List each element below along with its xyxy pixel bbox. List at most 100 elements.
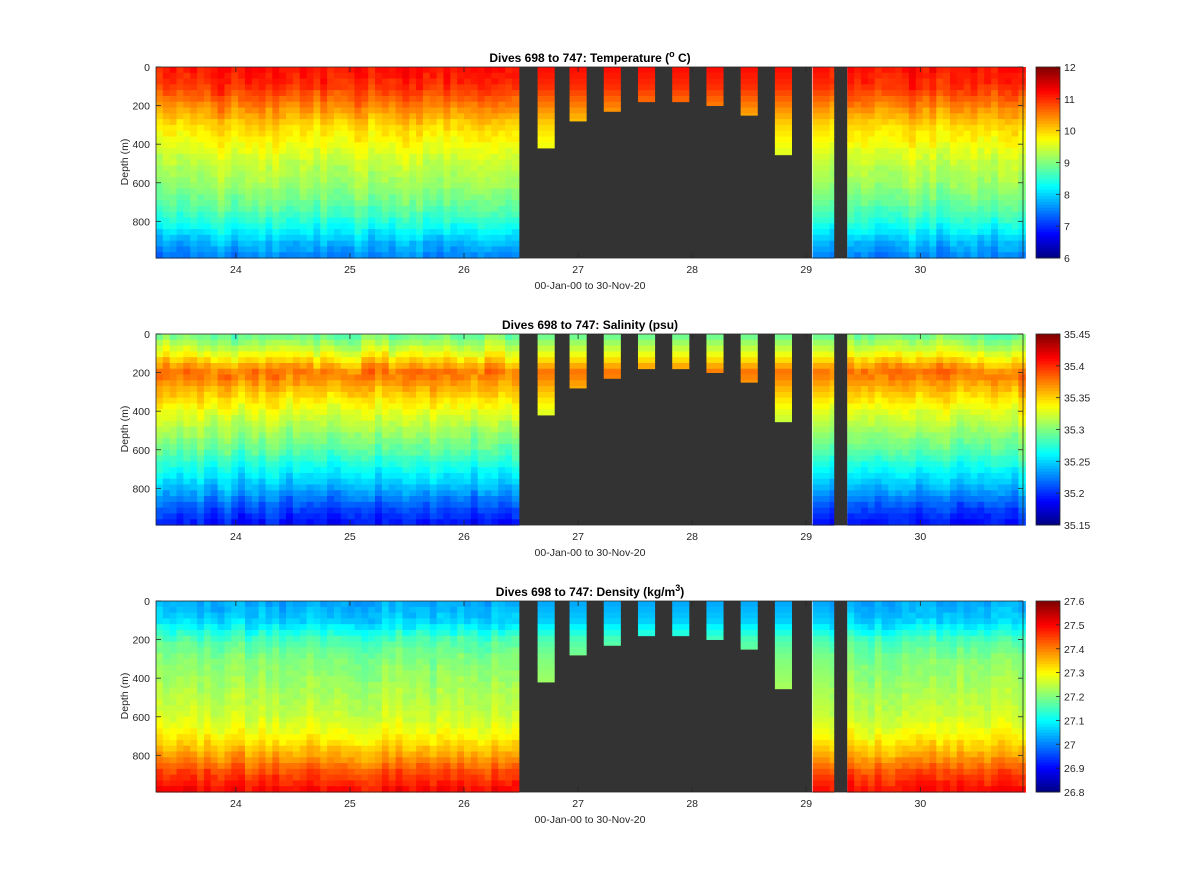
data-cell (511, 101, 520, 109)
data-cell (190, 357, 198, 364)
data-cell (881, 95, 889, 103)
data-cell (340, 386, 349, 393)
data-cell (922, 246, 931, 253)
data-cell (272, 455, 280, 462)
data-cell (265, 72, 273, 80)
data-cell (327, 362, 335, 370)
data-cell (313, 205, 321, 213)
data-cell (854, 415, 862, 422)
data-cell (395, 205, 404, 213)
colorbar-swatch (1036, 255, 1060, 259)
data-cell (388, 217, 397, 224)
data-cell (169, 339, 178, 347)
x-tick-label: 29 (800, 264, 812, 276)
data-cell (258, 345, 267, 352)
data-cell (197, 165, 205, 172)
data-cell (470, 67, 479, 74)
profile-column (1018, 67, 1026, 259)
profile-column (854, 334, 862, 526)
data-cell (258, 496, 267, 503)
data-cell (169, 368, 178, 376)
data-cell (176, 165, 184, 172)
colorbar-swatch (1036, 237, 1060, 241)
data-cell (320, 217, 328, 224)
no-data-region (830, 334, 848, 525)
profile-column (313, 67, 321, 259)
dive-profile (569, 67, 587, 122)
data-cell (484, 211, 492, 219)
data-cell (299, 490, 308, 497)
data-cell (1004, 90, 1013, 97)
data-cell (190, 136, 198, 143)
data-cell (197, 153, 205, 161)
data-cell (895, 252, 903, 259)
data-cell (464, 501, 472, 509)
data-cell (292, 101, 301, 109)
data-cell (354, 351, 362, 358)
data-cell (217, 148, 226, 155)
data-cell (854, 124, 862, 132)
data-cell (464, 182, 472, 190)
dive-profile (740, 67, 758, 116)
data-cell (429, 211, 438, 219)
data-cell (491, 380, 499, 387)
data-cell (251, 513, 260, 520)
data-cell (511, 380, 520, 387)
data-cell (210, 84, 219, 91)
data-cell (251, 107, 260, 114)
data-cell (176, 397, 184, 405)
data-cell (368, 455, 376, 462)
data-cell (477, 124, 486, 132)
dive-cell (637, 90, 656, 97)
data-cell (272, 84, 280, 91)
data-cell (908, 176, 917, 184)
data-cell (457, 136, 465, 143)
data-cell (156, 386, 164, 393)
data-cell (422, 426, 431, 433)
data-cell (388, 95, 397, 103)
data-cell (1018, 67, 1026, 74)
data-cell (224, 153, 232, 161)
data-cell (375, 107, 383, 114)
data-cell (156, 107, 164, 114)
data-cell (197, 142, 205, 149)
data-cell (949, 124, 958, 132)
data-cell (416, 194, 424, 201)
data-cell (429, 409, 438, 416)
data-cell (511, 119, 520, 126)
data-cell (251, 95, 260, 103)
data-cell (162, 182, 171, 190)
data-cell (197, 95, 205, 103)
data-cell (224, 240, 232, 248)
colorbar-tick-label: 7 (1064, 221, 1070, 233)
data-cell (354, 119, 362, 126)
data-cell (210, 113, 219, 120)
data-cell (279, 67, 287, 74)
data-cell (320, 153, 328, 161)
data-cell (484, 67, 492, 74)
data-cell (464, 153, 472, 161)
data-cell (306, 501, 315, 509)
data-cell (511, 484, 520, 491)
data-cell (1011, 240, 1020, 248)
data-cell (183, 467, 191, 474)
data-cell (1011, 107, 1020, 114)
data-cell (416, 507, 424, 515)
data-cell (183, 188, 191, 195)
data-cell (867, 113, 876, 120)
data-cell (183, 472, 191, 480)
data-cell (203, 142, 212, 149)
data-cell (443, 78, 451, 85)
data-cell (231, 449, 239, 457)
data-cell (477, 229, 486, 236)
data-cell (1011, 95, 1020, 103)
data-cell (368, 84, 376, 91)
data-cell (340, 130, 349, 138)
data-cell (258, 124, 267, 132)
data-cell (169, 386, 178, 393)
data-cell (327, 119, 335, 126)
data-cell (491, 507, 499, 515)
data-cell (874, 107, 883, 114)
data-cell (977, 217, 985, 224)
data-cell (395, 211, 404, 219)
